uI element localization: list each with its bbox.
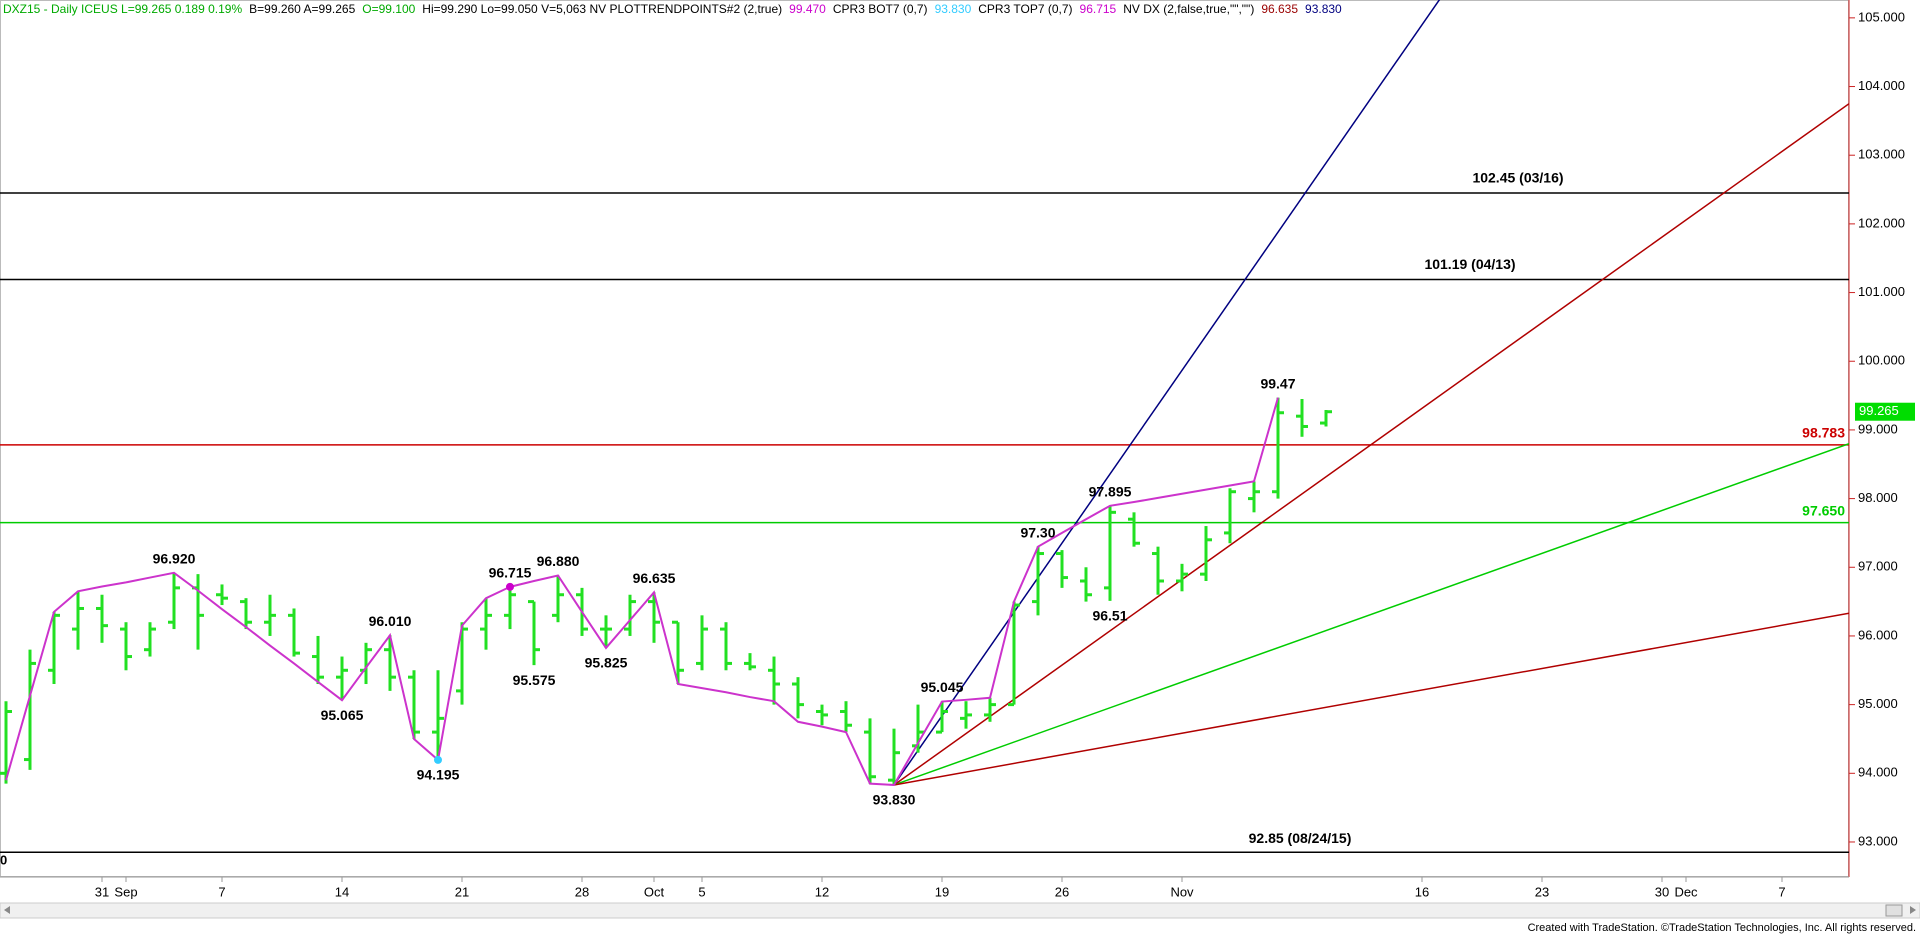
header-segment: O=99.100 xyxy=(362,2,415,16)
header-segment: NV DX (2,false,true,"","") xyxy=(1123,2,1254,16)
fan-line xyxy=(893,442,1849,786)
x-tick-label: 7 xyxy=(1778,884,1785,899)
last-price-box xyxy=(1855,402,1915,421)
y-tick-label: 95.000 xyxy=(1858,696,1898,711)
level-label: 97.650 xyxy=(1802,502,1845,518)
y-tick-label: 99.000 xyxy=(1858,421,1898,436)
scrollbar[interactable] xyxy=(0,902,1920,919)
pivot-label: 96.010 xyxy=(369,613,412,629)
pivot-label: 95.825 xyxy=(585,655,628,671)
pivot-label: 96.920 xyxy=(153,550,196,566)
cpr-dot xyxy=(434,755,442,764)
fan-line xyxy=(893,612,1849,786)
fan-line xyxy=(893,103,1849,786)
pivot-label: 96.635 xyxy=(633,570,676,586)
y-tick-label: 93.000 xyxy=(1858,833,1898,848)
header-segment: 99.470 xyxy=(789,2,826,16)
x-tick-label: Sep xyxy=(114,884,137,899)
last-price-label: 99.265 xyxy=(1859,403,1899,418)
plot-area xyxy=(0,0,1849,854)
scroll-right[interactable] xyxy=(1910,906,1916,914)
swing-line xyxy=(5,397,1279,787)
pivot-label: 95.065 xyxy=(321,707,364,723)
pivot-label: 93.830 xyxy=(873,792,916,808)
x-tick-label: 7 xyxy=(218,884,225,899)
y-tick-label: 101.000 xyxy=(1858,284,1905,299)
header-segment: DXZ15 - Daily ICEUS L=99.265 0.189 0.19% xyxy=(3,2,242,16)
y-tick-label: 105.000 xyxy=(1858,9,1905,24)
x-tick-label: 26 xyxy=(1055,884,1069,899)
x-tick-label: 12 xyxy=(815,884,829,899)
pivot-label: 95.045 xyxy=(921,679,964,695)
edge-label: 0 xyxy=(0,852,7,867)
fan-line xyxy=(893,0,1441,786)
y-tick-label: 102.000 xyxy=(1858,215,1905,230)
header: DXZ15 - Daily ICEUS L=99.265 0.189 0.19%… xyxy=(3,2,1342,16)
pivot-label: 96.51 xyxy=(1092,608,1127,624)
y-tick-label: 96.000 xyxy=(1858,627,1898,642)
header-segment: 96.715 xyxy=(1080,2,1117,16)
x-tick-label: 5 xyxy=(698,884,705,899)
x-tick-label: Nov xyxy=(1170,884,1194,899)
x-tick-label: 31 xyxy=(95,884,109,899)
header-segment: 93.830 xyxy=(935,2,972,16)
level-label: 102.45 (03/16) xyxy=(1472,170,1563,186)
x-tick-label: 16 xyxy=(1415,884,1429,899)
pivot-label: 96.880 xyxy=(537,553,580,569)
level-label: 92.85 (08/24/15) xyxy=(1249,830,1352,846)
x-tick-label: 30 xyxy=(1655,884,1669,899)
pivot-label: 99.47 xyxy=(1260,375,1295,391)
y-tick-label: 98.000 xyxy=(1858,490,1898,505)
scroll-thumb[interactable] xyxy=(1885,904,1903,917)
level-label: 98.783 xyxy=(1802,425,1845,441)
x-tick-label: 19 xyxy=(935,884,949,899)
x-tick-label: 14 xyxy=(335,884,349,899)
header-segment: Hi=99.290 Lo=99.050 V=5,063 NV PLOTTREND… xyxy=(422,2,782,16)
y-tick-label: 104.000 xyxy=(1858,78,1905,93)
x-tick-label: 28 xyxy=(575,884,589,899)
pivot-label: 96.715 xyxy=(489,565,532,581)
header-segment: B=99.260 A=99.265 xyxy=(249,2,355,16)
header-segment: CPR3 TOP7 (0,7) xyxy=(978,2,1072,16)
header-segment: CPR3 BOT7 (0,7) xyxy=(833,2,928,16)
x-tick-label: 23 xyxy=(1535,884,1549,899)
pivot-label: 97.30 xyxy=(1020,524,1055,540)
x-tick-label: Oct xyxy=(644,884,665,899)
x-tick-label: 21 xyxy=(455,884,469,899)
x-tick-label: Dec xyxy=(1674,884,1698,899)
pivot-label: 95.575 xyxy=(513,672,556,688)
level-label: 101.19 (04/13) xyxy=(1424,256,1515,272)
y-tick-label: 94.000 xyxy=(1858,765,1898,780)
header-segment: 96.635 xyxy=(1261,2,1298,16)
header-segment: 93.830 xyxy=(1305,2,1342,16)
pivot-label: 97.895 xyxy=(1089,484,1132,500)
overlay: 93.000 94.000 95.000 96.000 97.000 98.000 99.0… xyxy=(0,9,1915,899)
pivot-label: 94.195 xyxy=(417,767,460,783)
y-tick-label: 100.000 xyxy=(1858,353,1905,368)
scroll-left[interactable] xyxy=(4,906,10,914)
y-tick-label: 97.000 xyxy=(1858,559,1898,574)
y-tick-label: 103.000 xyxy=(1858,147,1905,162)
cpr-dot xyxy=(506,582,514,591)
footer: Created with TradeStation. ©TradeStation… xyxy=(1528,922,1916,934)
